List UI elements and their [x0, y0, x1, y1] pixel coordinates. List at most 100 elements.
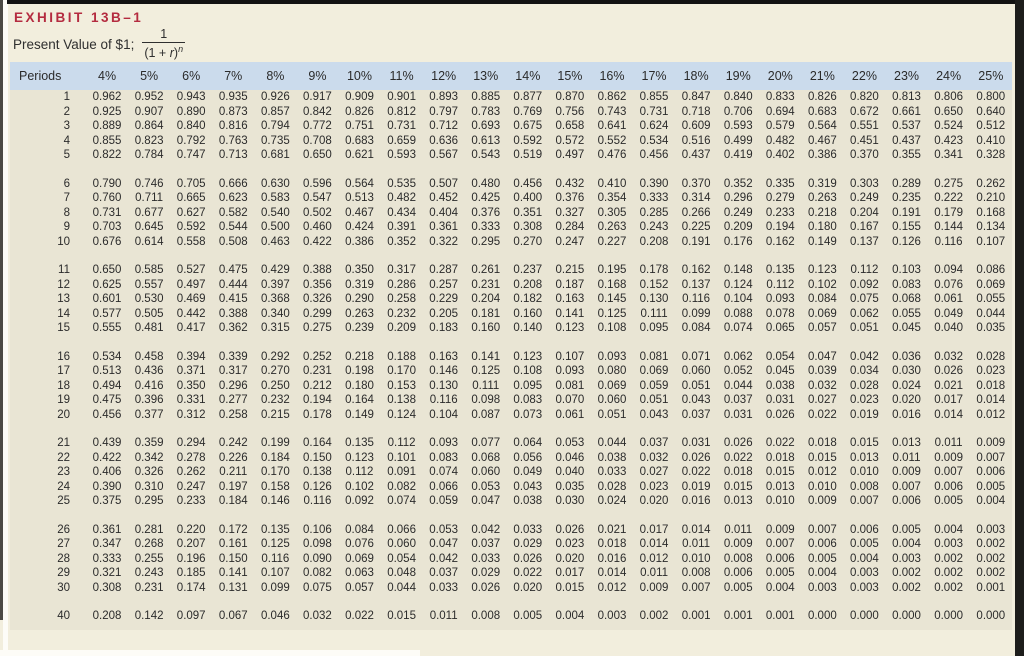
pv-cell: 0.018	[597, 538, 627, 550]
period-cell: 8	[63, 206, 70, 219]
pv-cell: 0.822	[92, 149, 122, 161]
table-row: 17 0.513 0.436 0.371 0.317 0.270 0.231 0.198 0.1…	[10, 364, 1012, 379]
pv-cell: 0.044	[723, 379, 753, 392]
pv-cell: 0.046	[555, 451, 585, 464]
pv-cell: 0.152	[639, 278, 669, 291]
pv-cell: 0.093	[555, 365, 585, 377]
pv-cell: 0.123	[345, 451, 374, 464]
pv-cell: 0.069	[597, 379, 627, 392]
pv-cell: 0.017	[934, 394, 963, 406]
pv-cell: 0.614	[134, 235, 164, 248]
pv-cell: 0.423	[934, 134, 963, 147]
pv-cell: 0.731	[92, 206, 122, 219]
pv-cell: 0.375	[92, 495, 122, 507]
pv-cell: 0.178	[303, 408, 332, 421]
pv-cell: 0.049	[513, 466, 543, 478]
pv-cell: 0.019	[681, 480, 711, 493]
pv-cell: 0.233	[765, 206, 795, 219]
pv-cell: 0.049	[934, 307, 963, 320]
pv-cell: 0.279	[765, 192, 795, 204]
pv-cell: 0.513	[92, 365, 122, 377]
pv-cell: 0.040	[555, 466, 585, 478]
pv-cell: 0.397	[260, 278, 290, 291]
pv-cell: 0.162	[681, 264, 711, 276]
pv-cell: 0.035	[555, 480, 585, 493]
pv-cell: 0.263	[345, 307, 374, 320]
pv-cell: 0.359	[134, 437, 164, 449]
pv-cell: 0.308	[92, 581, 122, 594]
pv-cell: 0.016	[892, 408, 921, 421]
pv-cell: 0.188	[387, 350, 416, 363]
pv-cell: 0.015	[723, 480, 753, 493]
pv-cell: 0.167	[850, 221, 879, 233]
pv-cell: 0.055	[892, 307, 921, 320]
pv-cell: 0.321	[92, 567, 122, 579]
pv-cell: 0.051	[681, 379, 711, 392]
pv-cell: 0.683	[345, 134, 374, 147]
period-cell: 30	[57, 581, 70, 594]
period-cell: 5	[63, 149, 70, 161]
page-edge-left-white	[3, 0, 8, 656]
pv-cell: 0.425	[471, 192, 501, 204]
pv-cell: 0.112	[387, 437, 416, 449]
pv-cell: 0.005	[807, 552, 837, 565]
pv-cell: 0.093	[597, 350, 627, 363]
pv-cell: 0.024	[892, 379, 921, 392]
pv-cell: 0.012	[597, 581, 627, 594]
pv-cell: 0.066	[429, 480, 459, 493]
pv-cell: 0.080	[597, 365, 627, 377]
pv-cell: 0.048	[387, 567, 416, 579]
pv-cell: 0.215	[555, 264, 585, 276]
rate-header: 13%	[464, 62, 507, 90]
pv-cell: 0.623	[218, 192, 248, 204]
pv-cell: 0.037	[639, 437, 669, 449]
pv-cell: 0.285	[639, 206, 669, 219]
pv-cell: 0.116	[429, 394, 458, 406]
pv-cell: 0.347	[92, 538, 122, 550]
formula-denominator: (1 + r)n	[142, 42, 186, 61]
pv-cell: 0.060	[387, 538, 416, 550]
pv-cell: 0.235	[892, 192, 921, 204]
pv-cell: 0.004	[934, 523, 963, 536]
pv-cell: 0.123	[555, 322, 585, 334]
pv-cell: 0.006	[723, 567, 753, 579]
pv-cell: 0.005	[723, 581, 753, 594]
pv-cell: 0.009	[639, 581, 669, 594]
pv-cell: 0.864	[134, 120, 164, 132]
pv-cell: 0.168	[976, 206, 1006, 219]
pv-cell: 0.390	[92, 480, 122, 493]
pv-cell: 0.442	[176, 307, 206, 320]
pv-cell: 0.007	[765, 538, 795, 550]
pv-cell: 0.396	[134, 394, 164, 406]
pv-cell: 0.760	[92, 192, 122, 204]
pv-cell: 0.007	[934, 466, 963, 478]
pv-cell: 0.062	[850, 307, 879, 320]
pv-cell: 0.557	[134, 278, 164, 291]
pv-cell: 0.534	[92, 350, 122, 363]
pv-cell: 0.257	[429, 278, 459, 291]
table-row: 15 0.555 0.481 0.417 0.362 0.315 0.275 0.239 0.2…	[10, 321, 1012, 336]
pv-cell: 0.075	[303, 581, 332, 594]
pv-cell: 0.530	[134, 293, 164, 305]
pv-cell: 0.191	[681, 235, 711, 248]
pv-cell: 0.021	[934, 379, 963, 392]
pv-cell: 0.481	[134, 322, 164, 334]
pv-cell: 0.499	[723, 134, 753, 147]
pv-cell: 0.747	[176, 149, 206, 161]
pv-cell: 0.672	[850, 105, 879, 118]
pv-cell: 0.352	[723, 177, 753, 190]
pv-cell: 0.572	[555, 134, 585, 147]
pv-cell: 0.161	[218, 538, 248, 550]
pv-cell: 0.205	[429, 307, 459, 320]
pv-cell: 0.057	[807, 322, 837, 334]
pv-cell: 0.212	[303, 379, 332, 392]
pv-cell: 0.209	[387, 322, 416, 334]
pv-cell: 0.051	[850, 322, 879, 334]
pv-cell: 0.328	[976, 149, 1006, 161]
pv-cell: 0.004	[976, 495, 1006, 507]
pv-cell: 0.261	[471, 264, 501, 276]
pv-cell: 0.010	[807, 480, 837, 493]
pv-cell: 0.006	[892, 495, 921, 507]
pv-cell: 0.081	[555, 379, 585, 392]
pv-cell: 0.106	[303, 523, 332, 536]
